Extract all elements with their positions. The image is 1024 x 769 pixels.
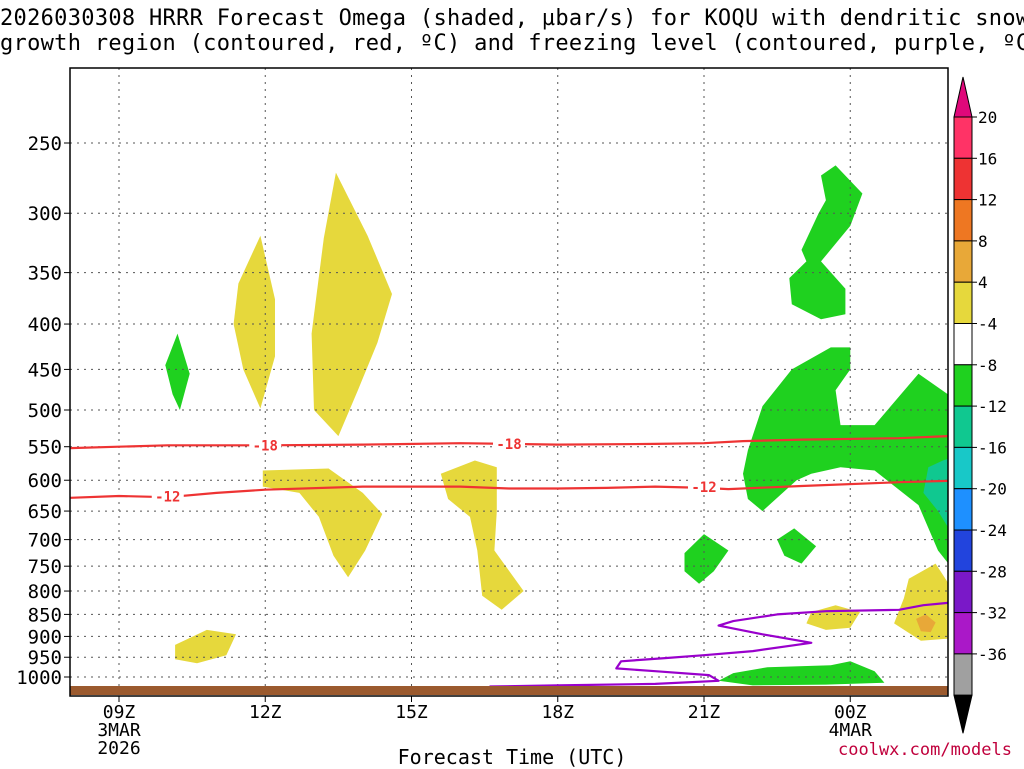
- omega-region-yellow-6: [806, 605, 860, 630]
- colorbar: 20 16 12 8 4 -4 -8 -12 -16 -20 -24 -28 -32 -36: [953, 76, 1007, 734]
- colorbar-label-1: 16: [978, 149, 997, 168]
- colorbar-label-0: 20: [978, 108, 997, 127]
- omega-region-green-5: [743, 347, 948, 564]
- y-tick-label-1000: 1000: [16, 667, 62, 689]
- colorbar-swatch-5: [953, 323, 973, 366]
- contour-label-dgz-minus12: -12: [691, 480, 716, 496]
- y-tick-label-950: 950: [28, 647, 62, 669]
- colorbar-swatch-10: [953, 529, 973, 572]
- contour-label-dgz-minus12: -12: [155, 490, 180, 506]
- contour-label-dgz-minus18: -18: [253, 438, 278, 454]
- x-tick-label-18Z: 18Z: [541, 702, 574, 723]
- omega-region-orange-1: [916, 614, 936, 633]
- colorbar-top-arrow: [953, 76, 973, 118]
- omega-region-teal-1: [923, 458, 948, 528]
- y-axis: 2503003504004505005506006507007508008509…: [16, 133, 70, 689]
- chart-title-line2: growth region (contoured, red, ºC) and f…: [0, 31, 1024, 56]
- colorbar-swatch-7: [953, 405, 973, 448]
- colorbar-label-5: -4: [978, 315, 997, 334]
- plot-frame: [69, 67, 949, 697]
- omega-region-green-4: [789, 165, 863, 320]
- colorbar-swatch-2: [953, 199, 973, 242]
- contours-layer: -18 -18 -12 -12: [70, 435, 948, 688]
- colorbar-label-9: -20: [978, 480, 1007, 499]
- omega-region-green-1: [165, 333, 190, 410]
- x-tick-label-15Z: 15Z: [395, 702, 428, 723]
- omega-region-yellow-4: [262, 468, 383, 578]
- chart-title-line1: 2026030308 HRRR Forecast Omega (shaded, …: [0, 6, 1024, 31]
- colorbar-swatch-11: [953, 570, 973, 614]
- colorbar-swatch-8: [953, 446, 973, 490]
- x-axis-label: Forecast Time (UTC): [397, 745, 627, 769]
- omega-shading-layer: [165, 165, 948, 686]
- omega-region-green-3: [777, 528, 817, 564]
- colorbar-bottom-arrow: [953, 694, 973, 734]
- omega-region-yellow-5: [440, 460, 524, 610]
- contour-line-freezing-level: [489, 601, 948, 688]
- omega-region-yellow-7: [894, 563, 948, 641]
- x-tick-sublabel-2026: 2026: [97, 738, 140, 759]
- y-tick-label-850: 850: [28, 604, 62, 626]
- contour-line-dgz-minus12: [70, 479, 948, 499]
- ground-strip: [70, 686, 948, 695]
- y-tick-label-250: 250: [28, 133, 62, 155]
- y-tick-label-750: 750: [28, 556, 62, 578]
- colorbar-swatch-12: [953, 612, 973, 655]
- contour-label-bg-dgz-minus18: [493, 435, 525, 451]
- x-tick-label-09Z: 09Z: [103, 702, 136, 723]
- y-tick-label-500: 500: [28, 400, 62, 422]
- colorbar-swatch-4: [953, 281, 973, 325]
- x-tick-sublabel-3MAR: 3MAR: [97, 720, 141, 741]
- y-tick-label-600: 600: [28, 470, 62, 492]
- colorbar-swatch-0: [953, 116, 973, 159]
- colorbar-swatch-6: [953, 364, 973, 407]
- colorbar-label-6: -8: [978, 356, 997, 375]
- y-tick-label-700: 700: [28, 530, 62, 552]
- colorbar-swatch-1: [953, 157, 973, 201]
- contour-label-bg-dgz-minus12: [688, 479, 720, 495]
- source-credit: coolwx.com/models: [838, 740, 1012, 760]
- omega-region-yellow-1: [175, 629, 236, 664]
- y-tick-label-550: 550: [28, 437, 62, 459]
- omega-region-yellow-3: [311, 172, 392, 437]
- y-tick-label-300: 300: [28, 203, 62, 225]
- x-tick-sublabel-4MAR: 4MAR: [829, 720, 873, 741]
- y-tick-label-800: 800: [28, 581, 62, 603]
- omega-region-green-2: [684, 534, 729, 584]
- colorbar-label-12: -32: [978, 604, 1007, 623]
- omega-region-green-6: [718, 661, 885, 686]
- colorbar-label-2: 12: [978, 191, 997, 210]
- contour-label-dgz-minus18: -18: [496, 437, 521, 453]
- chart-title: 2026030308 HRRR Forecast Omega (shaded, …: [0, 6, 1024, 56]
- colorbar-label-13: -36: [978, 645, 1007, 664]
- omega-region-yellow-2: [233, 235, 275, 409]
- y-tick-label-400: 400: [28, 314, 62, 336]
- colorbar-label-10: -24: [978, 521, 1007, 540]
- x-tick-label-21Z: 21Z: [688, 702, 721, 723]
- x-tick-label-00Z: 00Z: [834, 702, 867, 723]
- y-tick-label-350: 350: [28, 263, 62, 285]
- contour-label-bg-dgz-minus18: [249, 437, 282, 453]
- x-tick-label-12Z: 12Z: [249, 702, 282, 723]
- y-tick-label-450: 450: [28, 359, 62, 381]
- colorbar-label-11: -28: [978, 562, 1007, 581]
- colorbar-label-3: 8: [978, 232, 988, 251]
- contour-label-bg-dgz-minus12: [151, 488, 184, 504]
- y-tick-label-650: 650: [28, 501, 62, 523]
- colorbar-swatch-9: [953, 488, 973, 531]
- colorbar-swatch-13: [953, 653, 973, 696]
- colorbar-swatch-3: [953, 240, 973, 283]
- colorbar-label-8: -16: [978, 438, 1007, 457]
- colorbar-label-7: -12: [978, 397, 1007, 416]
- colorbar-label-4: 4: [978, 273, 988, 292]
- y-tick-label-900: 900: [28, 626, 62, 648]
